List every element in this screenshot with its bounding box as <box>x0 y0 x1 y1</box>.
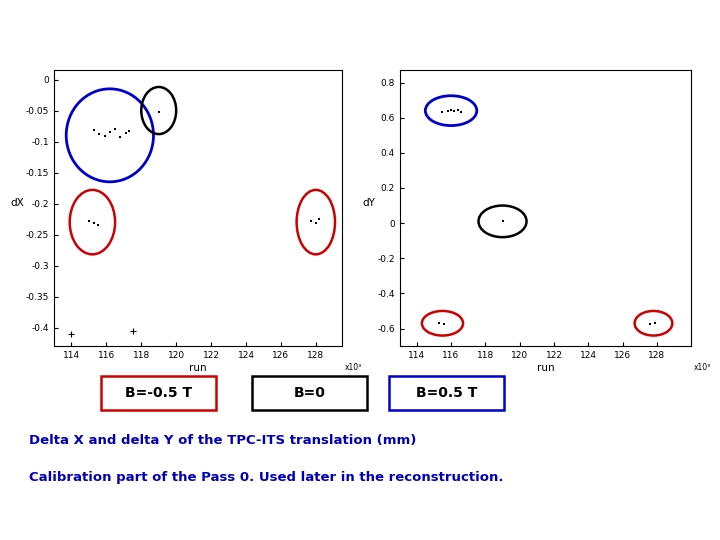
Text: B=0: B=0 <box>294 386 325 400</box>
Text: Delta X and delta Y of the TPC-ITS translation (mm): Delta X and delta Y of the TPC-ITS trans… <box>29 434 416 447</box>
Text: B=0.5 T: B=0.5 T <box>415 386 477 400</box>
Text: B=-0.5 T: B=-0.5 T <box>125 386 192 400</box>
Text: March 2011: March 2011 <box>20 516 78 526</box>
Y-axis label: dX: dX <box>11 198 24 208</box>
Text: 14: 14 <box>693 515 709 528</box>
FancyBboxPatch shape <box>252 376 367 410</box>
Y-axis label: dY: dY <box>362 198 375 208</box>
Text: x10³: x10³ <box>694 363 711 372</box>
FancyBboxPatch shape <box>101 376 216 410</box>
X-axis label: run: run <box>189 363 207 373</box>
Text: x10³: x10³ <box>345 363 362 372</box>
Text: TPC-ITS alignment: TPC-ITS alignment <box>244 12 476 32</box>
Text: 10th: 10th <box>11 515 27 521</box>
FancyBboxPatch shape <box>389 376 504 410</box>
X-axis label: run: run <box>536 363 554 373</box>
Text: Calibration part of the Pass 0. Used later in the reconstruction.: Calibration part of the Pass 0. Used lat… <box>29 471 503 484</box>
